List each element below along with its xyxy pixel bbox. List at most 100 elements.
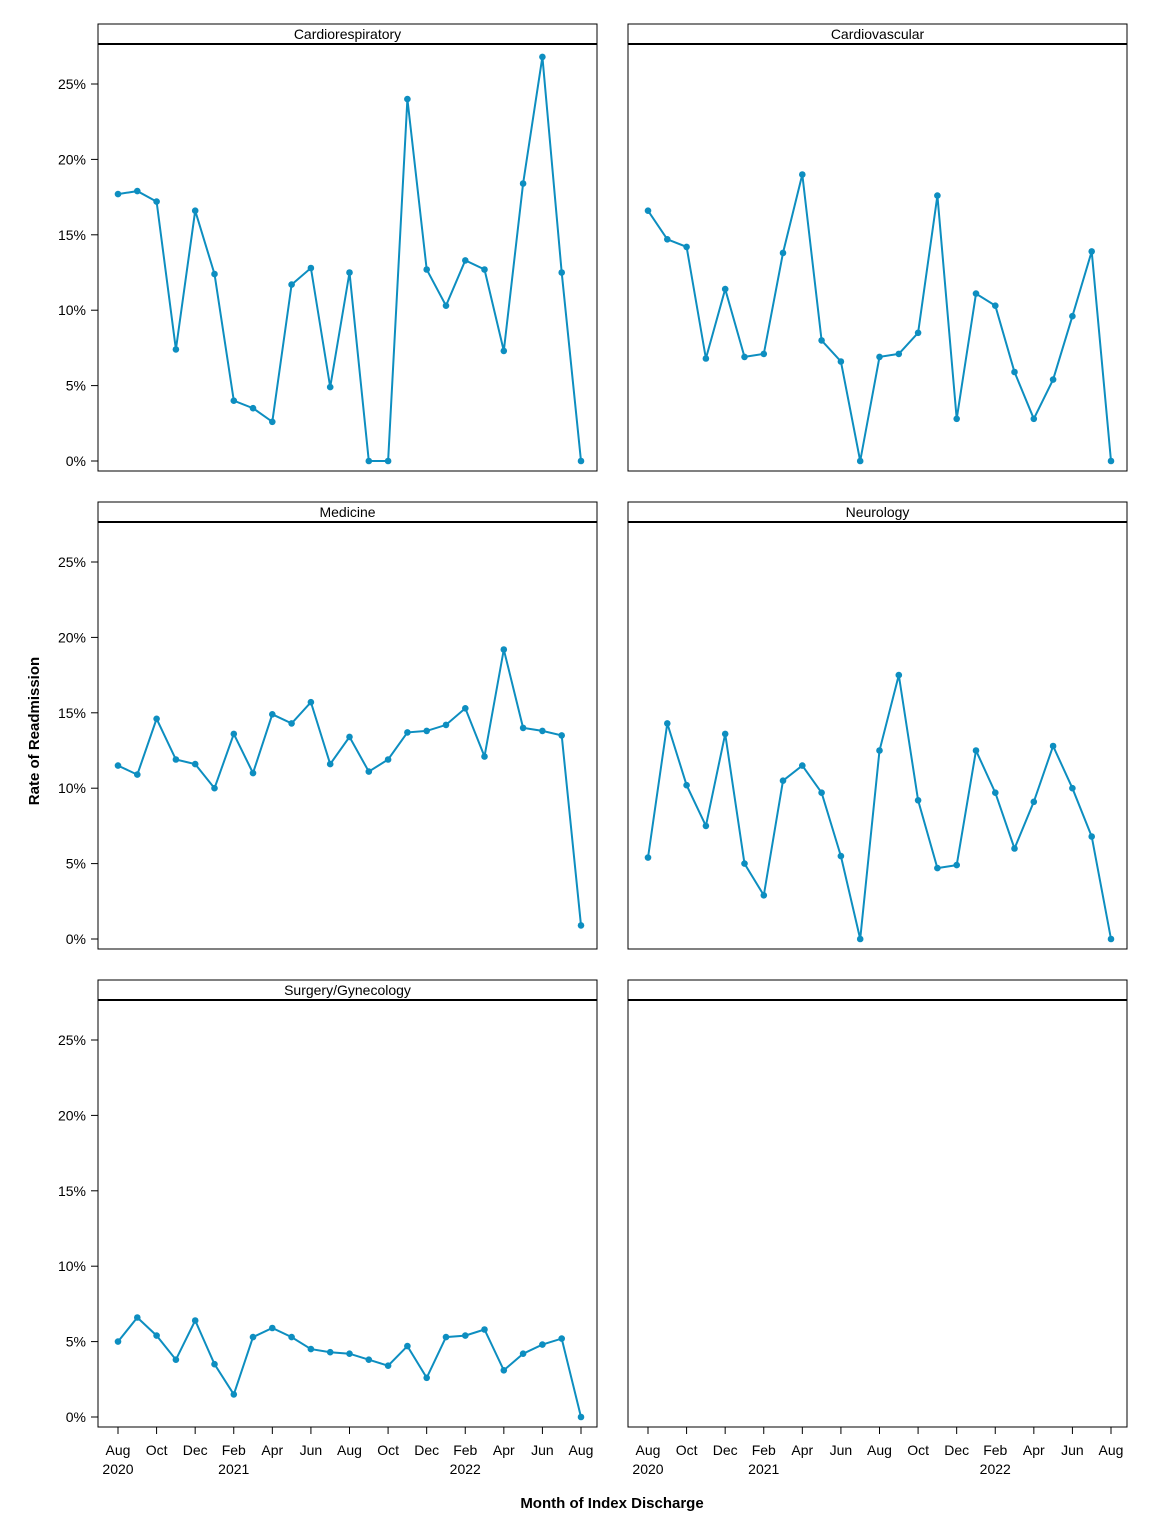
- data-point: [346, 1350, 353, 1357]
- data-point: [249, 404, 257, 412]
- y-tick-label: 25%: [58, 554, 86, 570]
- data-point: [1088, 833, 1095, 840]
- data-point: [230, 730, 238, 738]
- data-point: [500, 347, 508, 355]
- data-point: [721, 285, 729, 293]
- data-point: [462, 1332, 469, 1339]
- x-tick-label: Dec: [944, 1442, 969, 1458]
- y-axis-title: Rate of Readmission: [26, 657, 43, 805]
- x-tick-label: Aug: [337, 1442, 362, 1458]
- x-tick-label: Aug: [636, 1442, 661, 1458]
- data-point: [191, 207, 199, 214]
- data-point: [114, 190, 122, 198]
- data-point: [760, 350, 768, 358]
- panel-title: Cardiorespiratory: [294, 26, 401, 42]
- y-tick-label: 20%: [58, 629, 86, 645]
- data-point: [539, 1341, 546, 1348]
- panel-title: Neurology: [846, 504, 910, 520]
- data-point: [384, 756, 392, 763]
- y-tick-label: 25%: [58, 1032, 86, 1048]
- data-point: [307, 698, 315, 706]
- data-point: [365, 457, 373, 465]
- data-point: [423, 1374, 431, 1382]
- data-point: [153, 198, 160, 205]
- x-year-label: 2022: [450, 1461, 481, 1477]
- data-point: [895, 350, 903, 358]
- y-tick-label: 10%: [58, 780, 86, 796]
- data-point: [683, 781, 690, 789]
- data-point: [500, 1367, 508, 1374]
- data-point: [326, 760, 334, 768]
- data-point: [134, 1314, 141, 1321]
- x-tick-label: Oct: [676, 1442, 698, 1458]
- x-tick-label: Aug: [569, 1442, 594, 1458]
- data-point: [307, 1345, 315, 1353]
- data-point: [914, 797, 922, 804]
- x-tick-label: Oct: [146, 1442, 168, 1458]
- data-point: [404, 729, 411, 736]
- data-point: [837, 358, 845, 365]
- x-tick-label: Jun: [531, 1442, 554, 1458]
- data-point: [442, 1333, 450, 1341]
- data-point: [818, 337, 825, 344]
- data-point: [856, 457, 864, 465]
- data-point: [269, 711, 276, 718]
- data-point: [953, 415, 960, 423]
- panel-5: Surgery/Gynecology: [97, 979, 598, 1428]
- x-tick-label: Dec: [414, 1442, 439, 1458]
- data-point: [326, 383, 334, 391]
- x-tick-label: Dec: [713, 1442, 738, 1458]
- data-point: [558, 732, 565, 739]
- series-line: [117, 649, 582, 926]
- data-point: [230, 1391, 238, 1398]
- x-year-label: 2021: [748, 1461, 779, 1477]
- data-point: [760, 892, 768, 899]
- data-point: [1069, 312, 1076, 320]
- data-point: [191, 1317, 199, 1324]
- data-point: [558, 269, 565, 276]
- data-point: [519, 1350, 527, 1357]
- data-point: [741, 860, 748, 867]
- x-tick-label: Apr: [261, 1442, 283, 1458]
- data-point: [992, 302, 999, 310]
- data-point: [326, 1348, 334, 1356]
- data-point: [799, 171, 806, 178]
- panel-frame: [97, 23, 598, 472]
- data-point: [134, 771, 141, 778]
- series-line: [647, 174, 1112, 462]
- data-point: [779, 777, 787, 784]
- data-point: [211, 1360, 218, 1368]
- data-point: [972, 290, 980, 297]
- data-point: [249, 769, 257, 777]
- x-tick-label: Apr: [791, 1442, 813, 1458]
- panel-frame: [627, 23, 1128, 472]
- data-point: [481, 266, 488, 273]
- data-point: [269, 1324, 276, 1332]
- data-point: [992, 789, 999, 796]
- data-point: [934, 192, 941, 199]
- data-point: [818, 789, 825, 796]
- series-line: [647, 674, 1112, 940]
- panel-3: Medicine: [97, 501, 598, 950]
- data-point: [134, 187, 141, 195]
- data-point: [384, 457, 392, 465]
- x-tick-label: Jun: [830, 1442, 853, 1458]
- y-tick-label: 10%: [58, 1258, 86, 1274]
- y-tick-label: 5%: [66, 856, 86, 872]
- series-line: [117, 56, 582, 462]
- x-tick-label: Aug: [106, 1442, 131, 1458]
- data-point: [191, 760, 199, 768]
- data-point: [307, 264, 315, 272]
- data-point: [172, 346, 180, 353]
- x-year-label: 2020: [632, 1461, 663, 1477]
- data-point: [683, 243, 690, 251]
- data-point: [664, 236, 671, 243]
- data-point: [249, 1333, 257, 1341]
- y-tick-label: 0%: [66, 453, 86, 469]
- x-year-label: 2022: [980, 1461, 1011, 1477]
- x-tick-label: Apr: [493, 1442, 515, 1458]
- data-point: [365, 1356, 373, 1363]
- panel-frame: [97, 501, 598, 950]
- x-year-label: 2020: [102, 1461, 133, 1477]
- panel-2: Cardiovascular: [627, 23, 1128, 472]
